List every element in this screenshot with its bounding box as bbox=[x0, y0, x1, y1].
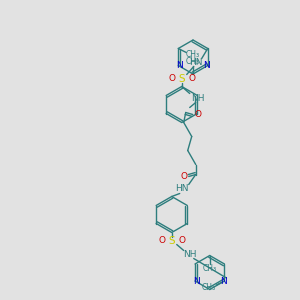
Text: NH: NH bbox=[191, 94, 205, 103]
Text: CH₃: CH₃ bbox=[185, 50, 199, 59]
Text: N: N bbox=[176, 61, 183, 70]
Text: N: N bbox=[220, 277, 227, 286]
Text: HN: HN bbox=[189, 58, 202, 67]
Text: S: S bbox=[178, 74, 185, 83]
Text: HN: HN bbox=[175, 184, 188, 193]
Text: CH₃: CH₃ bbox=[201, 283, 215, 292]
Text: O: O bbox=[178, 236, 185, 245]
Text: N: N bbox=[203, 61, 210, 70]
Text: O: O bbox=[188, 74, 195, 83]
Text: N: N bbox=[193, 277, 200, 286]
Text: O: O bbox=[194, 110, 201, 119]
Text: NH: NH bbox=[183, 250, 196, 259]
Text: O: O bbox=[168, 74, 175, 83]
Text: O: O bbox=[158, 236, 165, 245]
Text: CH₃: CH₃ bbox=[186, 56, 200, 65]
Text: S: S bbox=[168, 236, 175, 245]
Text: O: O bbox=[180, 172, 187, 181]
Text: CH₃: CH₃ bbox=[203, 264, 217, 273]
